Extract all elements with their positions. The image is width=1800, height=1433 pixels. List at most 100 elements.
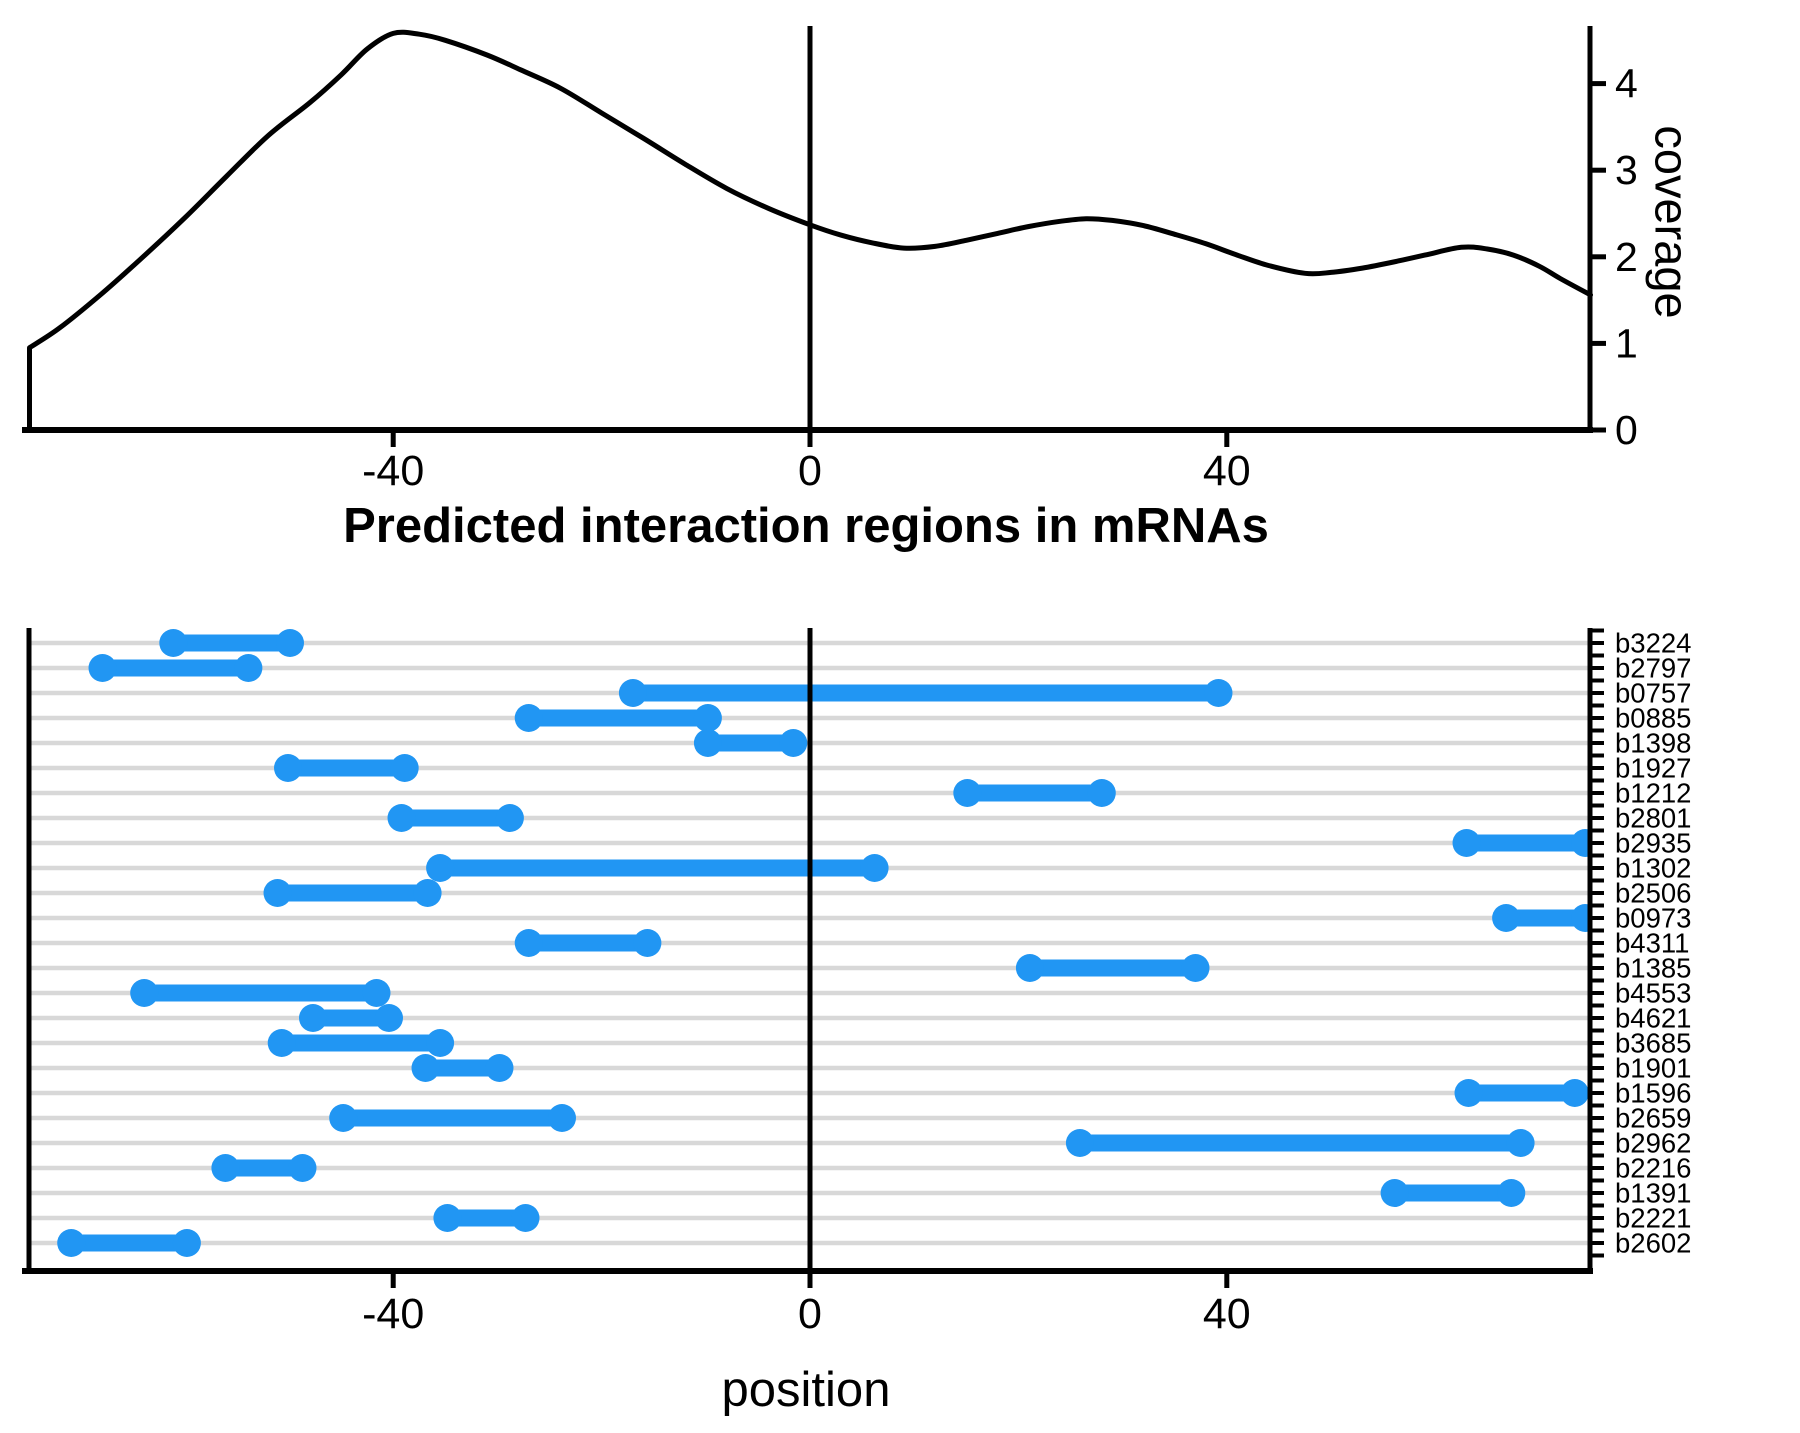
- row-label-b2962: b2962: [1615, 1128, 1691, 1159]
- segment-end-cap: [1571, 904, 1590, 932]
- row-label-b2801: b2801: [1615, 803, 1691, 834]
- row-label-b2221: b2221: [1615, 1203, 1691, 1234]
- segment-end-cap: [1560, 1079, 1589, 1107]
- top-x-tick-label: 0: [798, 447, 822, 495]
- row-label-b2935: b2935: [1615, 828, 1691, 859]
- segment-end-cap: [362, 979, 391, 1007]
- row-label-b0973: b0973: [1615, 903, 1691, 934]
- segment-start-cap: [329, 1104, 358, 1132]
- segment-end-cap: [276, 629, 304, 657]
- segment-b0973: [1492, 904, 1590, 932]
- segment-b1398: [693, 729, 808, 757]
- segment-b2602: [57, 1229, 201, 1257]
- segment-start-cap: [267, 1029, 296, 1057]
- segment-end-cap: [860, 854, 889, 882]
- row-label-b2506: b2506: [1615, 878, 1691, 909]
- segment-start-cap: [1454, 1079, 1483, 1107]
- segment-b4311: [514, 929, 662, 957]
- segment-start-cap: [1015, 954, 1044, 982]
- segment-end-cap: [288, 1154, 317, 1182]
- segment-end-cap: [548, 1104, 576, 1132]
- row-label-b1385: b1385: [1615, 953, 1691, 984]
- coverage-curve: [27, 29, 1593, 433]
- row-label-b1901: b1901: [1615, 1053, 1691, 1084]
- bottom-x-tick-label: 0: [798, 1290, 822, 1338]
- row-label-b1927: b1927: [1615, 753, 1691, 784]
- coverage-tick-label: 4: [1615, 61, 1638, 107]
- row-label-b1302: b1302: [1615, 853, 1691, 884]
- segment-end-cap: [1571, 829, 1590, 857]
- segment-b1212: [953, 779, 1116, 807]
- segment-start-cap: [514, 929, 543, 957]
- segment-start-cap: [618, 679, 647, 707]
- segment-b2506: [263, 879, 442, 907]
- row-label-b3224: b3224: [1615, 628, 1691, 659]
- coverage-tick-label: 3: [1615, 147, 1638, 193]
- position-axis-title: position: [721, 1363, 891, 1417]
- segment-end-cap: [511, 1204, 540, 1232]
- segment-start-cap: [211, 1154, 240, 1182]
- segment-b0757: [618, 679, 1233, 707]
- segment-end-cap: [693, 704, 722, 732]
- segment-end-cap: [485, 1054, 514, 1082]
- segment-end-cap: [234, 654, 263, 682]
- segment-end-cap: [1497, 1179, 1526, 1207]
- segment-start-cap: [433, 1204, 462, 1232]
- segment-b2801: [387, 804, 524, 832]
- segment-b3685: [267, 1029, 455, 1057]
- segment-end-cap: [390, 754, 419, 782]
- segment-end-cap: [633, 929, 662, 957]
- segment-start-cap: [1492, 904, 1521, 932]
- segment-start-cap: [514, 704, 543, 732]
- segment-start-cap: [274, 754, 302, 782]
- segment-end-cap: [375, 1004, 403, 1032]
- top-x-tick-label: -40: [362, 447, 424, 495]
- chart-title: Predicted interaction regions in mRNAs: [343, 499, 1269, 553]
- row-label-b3685: b3685: [1615, 1028, 1691, 1059]
- segment-b3224: [159, 629, 304, 657]
- interaction-panel: b3224b2797b0757b0885b1398b1927b1212b2801…: [22, 628, 1691, 1338]
- segment-start-cap: [387, 804, 416, 832]
- segment-b1302: [426, 854, 889, 882]
- segment-start-cap: [88, 654, 117, 682]
- row-label-b2659: b2659: [1615, 1103, 1691, 1134]
- row-label-b1212: b1212: [1615, 778, 1691, 809]
- segment-start-cap: [1380, 1179, 1409, 1207]
- segment-start-cap: [299, 1004, 327, 1032]
- row-label-b2797: b2797: [1615, 653, 1691, 684]
- segment-b4553: [130, 979, 391, 1007]
- segment-b2797: [88, 654, 263, 682]
- row-label-b0757: b0757: [1615, 678, 1691, 709]
- segment-end-cap: [1506, 1129, 1535, 1157]
- coverage-panel: -40 0 40 0 1 2 3 4: [22, 26, 1638, 495]
- segment-b2221: [433, 1204, 540, 1232]
- segment-end-cap: [1204, 679, 1233, 707]
- row-label-b4621: b4621: [1615, 1003, 1691, 1034]
- segment-b1927: [274, 754, 419, 782]
- segment-start-cap: [1065, 1129, 1094, 1157]
- row-label-b1391: b1391: [1615, 1178, 1691, 1209]
- segment-end-cap: [426, 1029, 455, 1057]
- coverage-tick-label: 0: [1615, 407, 1638, 453]
- segment-start-cap: [57, 1229, 86, 1257]
- segment-start-cap: [1452, 829, 1481, 857]
- segment-start-cap: [159, 629, 188, 657]
- segment-b4621: [299, 1004, 403, 1032]
- segments: [57, 629, 1590, 1257]
- segment-end-cap: [1181, 954, 1210, 982]
- segment-start-cap: [130, 979, 159, 1007]
- segment-end-cap: [413, 879, 442, 907]
- segment-end-cap: [495, 804, 524, 832]
- segment-b0885: [514, 704, 722, 732]
- segment-b1391: [1380, 1179, 1526, 1207]
- row-label-b4553: b4553: [1615, 978, 1691, 1009]
- segment-start-cap: [411, 1054, 440, 1082]
- segment-end-cap: [1087, 779, 1116, 807]
- segment-b1385: [1015, 954, 1210, 982]
- segment-end-cap: [172, 1229, 201, 1257]
- segment-b1596: [1454, 1079, 1589, 1107]
- row-label-b2602: b2602: [1615, 1228, 1691, 1259]
- row-label-b1398: b1398: [1615, 728, 1691, 759]
- segment-b1901: [411, 1054, 514, 1082]
